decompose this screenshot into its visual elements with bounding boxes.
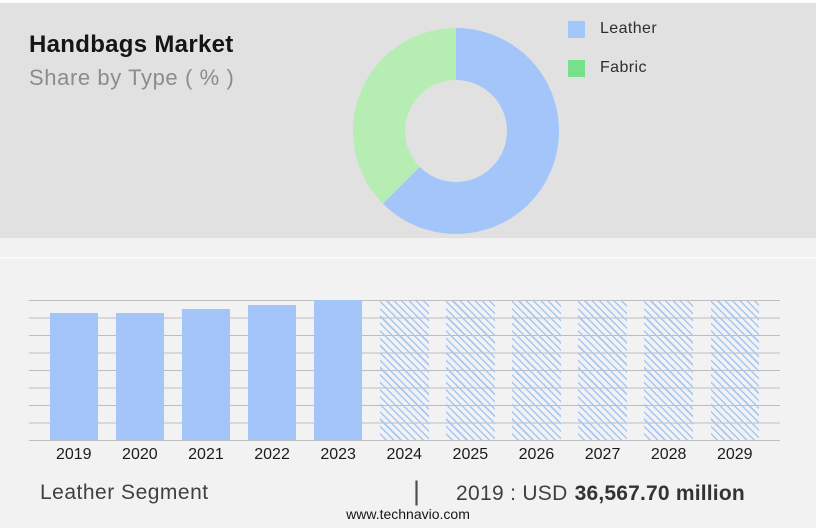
year-label-2019: 2019 <box>55 446 92 463</box>
bar-forecast-2024 <box>380 300 429 440</box>
bar-2021 <box>181 309 231 440</box>
year-label-2029: 2029 <box>716 446 753 463</box>
year-label-2028: 2028 <box>650 446 687 463</box>
year-label-2021: 2021 <box>188 446 224 463</box>
website-url: www.technavio.com <box>346 506 470 522</box>
bar-2019 <box>49 313 98 440</box>
legend-swatch-fabric <box>568 59 585 77</box>
legend-label-fabric: Fabric <box>600 59 647 76</box>
stat-row: | 2019 : USD 36,567.70 million <box>413 476 745 507</box>
year-label-2023: 2023 <box>320 446 356 463</box>
bar-plot: 2019 2020 2021 2022 2023 2024 2025 2026 2027 2028… <box>29 300 780 463</box>
year-label-2024: 2024 <box>386 446 423 463</box>
header-section: Handbags Market Share by Type ( % ) Leat… <box>0 3 816 238</box>
bar-2023 <box>313 300 363 440</box>
year-label-2022: 2022 <box>254 446 290 463</box>
legend-item-fabric: Fabric <box>568 59 657 77</box>
legend-swatch-leather <box>568 20 585 38</box>
segment-label: Leather Segment <box>40 481 209 504</box>
bar-forecast-2028 <box>644 300 693 440</box>
year-label-2020: 2020 <box>122 446 158 463</box>
bar-2020 <box>115 312 165 440</box>
legend-label-leather: Leather <box>600 20 658 37</box>
year-label-2026: 2026 <box>518 446 555 463</box>
stat-prefix: 2019 : USD <box>456 482 568 505</box>
donut-hole <box>405 80 507 182</box>
bar-2022 <box>247 304 297 440</box>
year-label-2025: 2025 <box>452 446 489 463</box>
bar-forecast-2025 <box>446 300 495 440</box>
separator-bar: | <box>413 476 421 506</box>
stat-value: 36,567.70 million <box>574 482 745 505</box>
year-label-2027: 2027 <box>584 446 621 463</box>
donut-chart <box>353 28 559 234</box>
bar-forecast-2026 <box>512 300 561 440</box>
legend-item-leather: Leather <box>568 20 657 38</box>
chart-legend: Leather Fabric <box>568 20 657 98</box>
bar-forecast-2027 <box>578 300 627 440</box>
bar-forecast-2029 <box>710 300 759 440</box>
page-subtitle: Share by Type ( % ) <box>29 65 235 90</box>
page-title: Handbags Market <box>29 31 234 58</box>
section-divider <box>0 257 816 259</box>
